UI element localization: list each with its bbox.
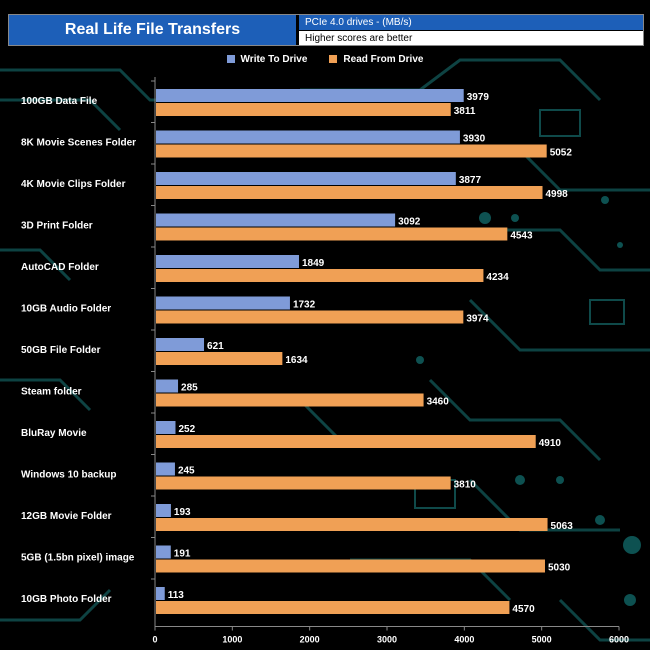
x-tick-label: 5000 [532,635,552,645]
write-bar [156,545,171,559]
category-label: AutoCAD Folder [21,262,99,273]
write-bar [156,213,396,227]
category-label: 3D Print Folder [21,221,93,232]
read-value-label: 4543 [510,231,533,242]
read-bar [156,559,545,573]
write-bar [156,504,171,517]
x-tick-label: 4000 [454,635,474,645]
write-bar [156,379,179,393]
write-value-label: 252 [178,424,195,435]
read-bar [156,352,283,365]
read-value-label: 1634 [285,355,308,366]
higher-better-note: Higher scores are better [296,30,643,45]
read-value-label: 4998 [546,189,569,200]
legend-label-write: Write To Drive [240,53,308,65]
read-value-label: 3460 [427,397,450,408]
write-value-label: 3930 [463,134,486,145]
category-label: Windows 10 backup [21,470,116,481]
x-tick-label: 6000 [609,635,629,645]
write-bar [156,89,464,102]
read-value-label: 3810 [454,480,477,491]
write-bar [156,130,460,144]
read-bar [156,393,424,407]
units-label: PCIe 4.0 drives - (MB/s) [296,15,643,30]
category-label: Steam folder [21,387,82,398]
category-label: 4K Movie Clips Folder [21,179,126,190]
read-value-label: 4910 [539,438,562,449]
read-bar [156,310,464,324]
write-bar [156,172,456,185]
read-value-label: 3974 [466,314,489,325]
read-value-label: 5063 [551,521,574,532]
read-bar [156,518,548,531]
read-value-label: 4570 [512,604,535,615]
write-value-label: 285 [181,383,198,394]
read-value-label: 3811 [454,106,476,117]
category-label: 8K Movie Scenes Folder [21,138,136,149]
read-bar [156,144,547,158]
write-bar [156,255,299,268]
write-value-label: 1849 [302,258,325,269]
write-value-label: 621 [207,341,224,352]
read-bar [156,269,484,282]
write-value-label: 193 [174,507,191,518]
x-tick-label: 2000 [300,635,320,645]
read-bar [156,435,536,448]
read-value-label: 5030 [548,563,571,574]
write-value-label: 113 [168,590,185,601]
read-bar [156,227,508,241]
write-value-label: 191 [174,549,191,560]
legend-swatch-read [329,55,338,63]
chart-header: Real Life File Transfers PCIe 4.0 drives… [8,14,644,46]
category-label: 12GB Movie Folder [21,511,112,522]
legend-item-read: Read From Drive [329,54,423,65]
chart-legend: Write To Drive Read From Drive [0,52,650,66]
read-bar [156,186,543,199]
write-value-label: 245 [178,466,195,477]
read-bar [156,476,451,490]
category-label: 100GB Data File [21,96,98,107]
write-bar [156,338,205,351]
legend-item-write: Write To Drive [226,53,308,65]
category-label: 10GB Audio Folder [21,304,111,315]
read-value-label: 5052 [550,148,573,159]
write-value-label: 3979 [467,92,490,103]
x-tick-label: 3000 [377,635,397,645]
write-value-label: 3877 [459,175,482,186]
category-label: 5GB (1.5bn pixel) image [21,553,135,564]
write-bar [156,296,290,310]
write-value-label: 1732 [293,300,316,311]
write-value-label: 3092 [398,217,421,228]
write-bar [156,587,165,600]
read-bar [156,103,451,116]
read-bar [156,601,510,614]
x-tick-label: 1000 [222,635,242,645]
category-label: 50GB File Folder [21,345,101,356]
read-value-label: 4234 [486,272,509,283]
category-label: 10GB Photo Folder [21,594,112,605]
write-bar [156,462,175,476]
category-label: BluRay Movie [21,428,87,439]
legend-swatch-write [226,55,235,63]
x-tick-label: 0 [152,635,157,645]
legend-label-read: Read From Drive [343,53,424,65]
write-bar [156,421,176,434]
chart-title: Real Life File Transfers [9,15,296,45]
